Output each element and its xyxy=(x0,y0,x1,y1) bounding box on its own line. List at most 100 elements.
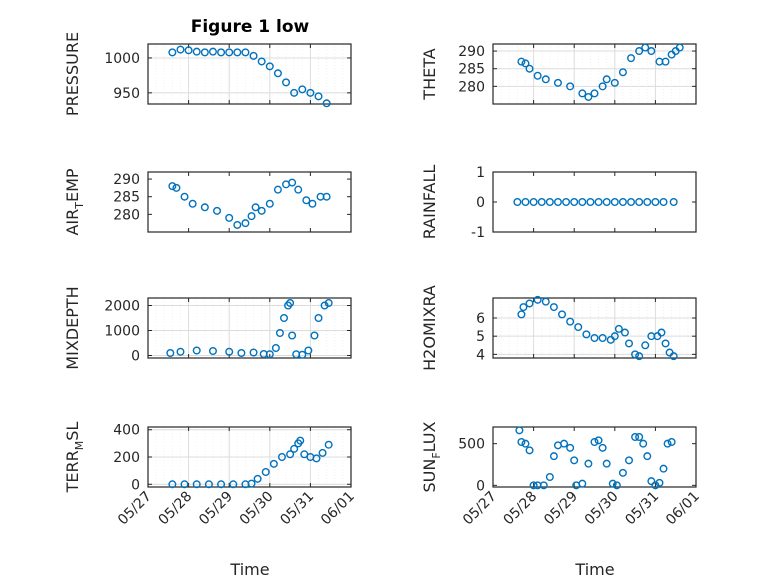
data-point xyxy=(253,474,262,483)
data-point xyxy=(298,85,307,94)
data-point xyxy=(318,448,327,457)
data-point xyxy=(172,183,181,192)
data-point xyxy=(304,346,313,355)
data-point xyxy=(324,299,333,308)
data-point xyxy=(647,47,656,56)
y-tick-label: 0 xyxy=(131,477,140,493)
y-tick-label: 6 xyxy=(476,311,485,327)
x-tick-label: 05/29 xyxy=(541,489,581,529)
y-tick-label: 5 xyxy=(476,329,485,345)
data-point xyxy=(635,352,644,361)
data-point xyxy=(631,433,640,442)
data-point xyxy=(627,197,636,206)
y-tick-label: 4 xyxy=(476,347,485,363)
data-point xyxy=(176,347,185,356)
data-point xyxy=(590,438,599,447)
data-point xyxy=(249,51,258,60)
data-point xyxy=(217,480,226,489)
data-point xyxy=(549,452,558,461)
data-point xyxy=(166,349,175,358)
data-point xyxy=(620,328,629,337)
y-axis-label: RAINFALL xyxy=(420,165,439,240)
data-point xyxy=(176,45,185,54)
x-tick-label: 05/31 xyxy=(622,489,662,529)
data-point xyxy=(558,310,567,319)
data-point xyxy=(659,464,668,473)
data-point xyxy=(651,197,660,206)
y-tick-label: 1000 xyxy=(104,51,140,67)
data-point xyxy=(562,197,571,206)
data-point xyxy=(584,92,593,101)
data-point xyxy=(578,479,587,488)
data-point xyxy=(237,349,246,358)
data-point xyxy=(290,444,299,453)
data-point xyxy=(521,59,530,68)
data-point xyxy=(553,78,562,87)
data-point xyxy=(661,57,670,66)
y-tick-label: 285 xyxy=(458,62,485,78)
data-point xyxy=(610,332,619,341)
data-point xyxy=(533,71,542,80)
data-point xyxy=(204,480,213,489)
data-point xyxy=(233,48,242,57)
y-axis-label: PRESSURE xyxy=(63,32,82,116)
plot-area xyxy=(493,298,696,358)
y-axis-label: THETA xyxy=(420,48,439,100)
data-point xyxy=(180,480,189,489)
data-point xyxy=(288,178,297,187)
figure-title: Figure 1 low xyxy=(191,17,310,37)
data-point xyxy=(251,203,260,212)
data-point xyxy=(584,459,593,468)
data-point xyxy=(517,310,526,319)
x-tick-label: 06/01 xyxy=(318,489,358,529)
data-point xyxy=(566,317,575,326)
data-point xyxy=(641,341,650,350)
data-point xyxy=(208,47,217,56)
plot-area xyxy=(148,44,351,104)
y-tick-label: 0 xyxy=(131,349,140,365)
x-tick-label: 05/29 xyxy=(196,489,236,529)
data-point xyxy=(566,82,575,91)
plot-area xyxy=(493,427,696,487)
data-point xyxy=(168,182,177,191)
y-tick-label: 1 xyxy=(476,165,485,181)
data-point xyxy=(651,481,660,490)
data-point xyxy=(525,64,534,73)
data-point xyxy=(525,299,534,308)
axes-box xyxy=(147,171,352,233)
y-tick-label: 285 xyxy=(113,190,140,206)
plot-area xyxy=(493,44,696,104)
data-point xyxy=(314,314,323,323)
data-point xyxy=(310,331,319,340)
subplot-sun-flux: 0 500 05/27 05/28 05/29 05/30 05/31 06/01 SUNFLU… xyxy=(420,421,703,528)
data-point xyxy=(225,48,234,57)
data-point xyxy=(322,192,331,201)
data-point xyxy=(188,199,197,208)
data-point xyxy=(517,57,526,66)
data-point xyxy=(643,197,652,206)
y-axis-label: H2OMIXRA xyxy=(420,285,439,371)
data-point xyxy=(598,443,607,452)
x-axis-label-left: Time xyxy=(229,560,269,579)
data-point xyxy=(529,197,538,206)
y-axis-label: SUNFLUX xyxy=(420,421,443,492)
data-point xyxy=(663,439,672,448)
data-point xyxy=(545,473,554,482)
data-point xyxy=(302,196,311,205)
data-point xyxy=(308,199,317,208)
data-point xyxy=(627,54,636,63)
data-point xyxy=(322,99,331,108)
y-tick-label: 200 xyxy=(113,450,140,466)
data-point xyxy=(225,347,234,356)
data-point xyxy=(192,47,201,56)
x-tick-label: 05/27 xyxy=(460,489,500,529)
data-point xyxy=(229,480,238,489)
x-tick-label: 05/30 xyxy=(237,489,277,529)
x-tick-label: 05/28 xyxy=(501,489,541,529)
x-tick-label: 05/30 xyxy=(582,489,622,529)
data-point xyxy=(602,75,611,84)
data-point xyxy=(612,481,621,490)
axes-box xyxy=(492,426,697,488)
